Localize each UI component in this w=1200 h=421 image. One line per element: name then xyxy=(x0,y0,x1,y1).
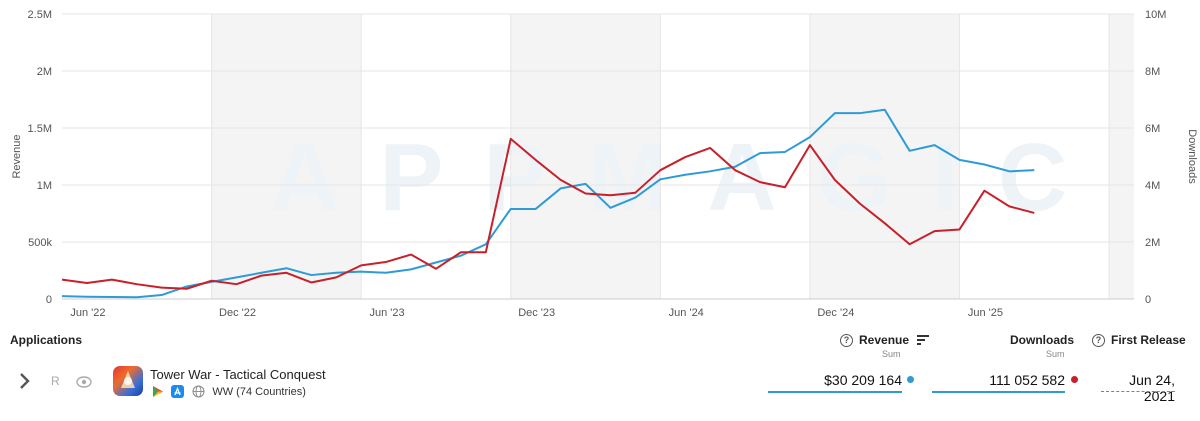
app-store-icon xyxy=(171,385,185,399)
applications-header: Applications xyxy=(10,333,83,347)
r-label[interactable]: R xyxy=(51,374,60,388)
globe-icon xyxy=(192,385,205,398)
downloads-value: 111 052 582 xyxy=(989,372,1065,388)
google-play-icon xyxy=(151,385,164,398)
y-right-tick-label: 10M xyxy=(1145,9,1166,21)
platform-icons: WW (74 Countries) xyxy=(151,383,306,401)
shaded-period xyxy=(809,14,960,299)
x-tick-label: Jun '24 xyxy=(669,307,704,319)
y-left-tick-label: 2M xyxy=(37,66,52,78)
downloads-sub: Sum xyxy=(1046,349,1065,359)
y-left-tick-label: 1M xyxy=(37,180,52,192)
shaded-period xyxy=(510,14,661,299)
revenue-sub: Sum xyxy=(882,349,901,359)
x-tick-label: Dec '22 xyxy=(219,307,256,319)
chart: APPMAGIC 0 500k 1M 1.5M 2M 2.5M 0 2M 4M 6M 8M 10M Ju… xyxy=(11,9,1198,319)
chevron-right-icon[interactable] xyxy=(18,372,30,395)
first-release-value: Jun 24, 2021 xyxy=(1129,372,1175,404)
x-tick-label: Dec '23 xyxy=(518,307,555,319)
y-right-tick-label: 2M xyxy=(1145,237,1160,249)
y-left-tick-label: 2.5M xyxy=(28,9,52,21)
y-right-tick-label: 6M xyxy=(1145,123,1160,135)
y-left-tick-label: 1.5M xyxy=(28,123,52,135)
region-label: WW (74 Countries) xyxy=(212,385,306,398)
first-release-underline xyxy=(1101,391,1175,392)
y-left-tick-label: 500k xyxy=(28,237,52,249)
x-tick-label: Jun '23 xyxy=(370,307,405,319)
revenue-header-label: Revenue xyxy=(859,333,910,347)
x-tick-label: Jun '22 xyxy=(70,307,105,319)
y-axis-right-label: Downloads xyxy=(1186,129,1198,184)
downloads-series-dot xyxy=(1071,376,1078,383)
help-icon[interactable]: ? xyxy=(840,334,853,348)
y-right-tick-label: 4M xyxy=(1145,180,1160,192)
revenue-value: $30 209 164 xyxy=(824,372,902,388)
app-icon[interactable] xyxy=(113,366,143,396)
x-tick-label: Jun '25 xyxy=(968,307,1003,319)
series-line-revenue xyxy=(61,108,1035,299)
eye-icon[interactable] xyxy=(76,375,92,393)
app-name[interactable]: Tower War - Tactical Conquest xyxy=(150,367,326,382)
revenue-bar xyxy=(768,391,902,393)
series-lines xyxy=(61,108,1035,299)
revenue-header[interactable]: ? Revenue xyxy=(840,333,930,348)
series-line-downloads xyxy=(61,137,1035,290)
y-axis-left-label: Revenue xyxy=(11,134,23,178)
downloads-bar xyxy=(932,391,1065,393)
x-tick-label: Dec '24 xyxy=(817,307,854,319)
first-release-header[interactable]: ? First Release xyxy=(1092,333,1186,348)
y-right-tick-label: 0 xyxy=(1145,294,1151,306)
help-icon[interactable]: ? xyxy=(1092,334,1105,348)
shaded-period xyxy=(211,14,362,299)
first-release-header-label: First Release xyxy=(1111,333,1186,347)
shaded-period xyxy=(1109,14,1134,299)
axes: 0 500k 1M 1.5M 2M 2.5M 0 2M 4M 6M 8M 10M Jun '22 Dec … xyxy=(28,9,1167,319)
downloads-header[interactable]: Downloads xyxy=(1010,333,1075,347)
sort-icon[interactable] xyxy=(917,334,930,348)
watermark: APPMAGIC xyxy=(270,124,1107,231)
revenue-series-dot xyxy=(907,376,914,383)
shaded-periods xyxy=(211,14,1134,299)
y-left-tick-label: 0 xyxy=(46,294,52,306)
y-right-tick-label: 8M xyxy=(1145,66,1160,78)
